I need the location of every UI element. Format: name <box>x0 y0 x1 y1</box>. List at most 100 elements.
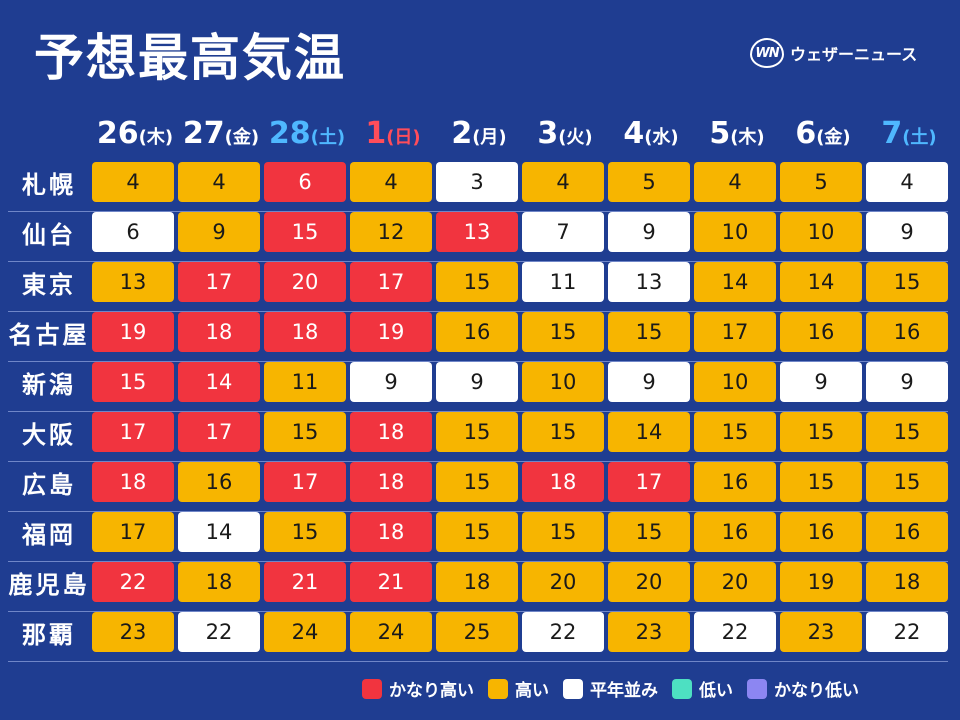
temperature-cell: 18 <box>350 462 432 502</box>
temperature-cell: 13 <box>608 262 690 302</box>
date-header-cell: 27(金) <box>178 116 264 151</box>
city-name: 鹿児島 <box>8 570 90 599</box>
temperature-cell: 23 <box>92 612 174 652</box>
temperature-cell: 15 <box>264 412 346 452</box>
temperature-cell: 18 <box>92 462 174 502</box>
temperature-cell: 15 <box>436 512 518 552</box>
row-divider <box>8 611 948 612</box>
date-weekday: (金) <box>816 127 851 148</box>
row-divider <box>8 361 948 362</box>
temperature-cell: 4 <box>350 162 432 202</box>
temperature-cell: 15 <box>780 412 862 452</box>
temperature-cell: 23 <box>608 612 690 652</box>
temperature-cell: 15 <box>694 412 776 452</box>
city-name: 東京 <box>22 270 76 299</box>
date-day: 1 <box>365 116 387 151</box>
temperature-cell: 16 <box>866 512 948 552</box>
table-row: 那覇 23 22 24 24 25 22 23 22 23 22 <box>8 610 948 662</box>
legend: かなり高い 高い 平年並み 低い かなり低い <box>362 676 859 701</box>
temperature-cell: 15 <box>866 262 948 302</box>
temperature-cell: 22 <box>92 562 174 602</box>
temperature-cell: 20 <box>264 262 346 302</box>
temperature-cell: 6 <box>92 212 174 252</box>
date-header-cell: 4(水) <box>608 116 694 151</box>
date-header-cell: 26(木) <box>92 116 178 151</box>
table-row: 仙台 6 9 15 12 13 7 9 10 10 9 <box>8 210 948 262</box>
temperature-cell: 22 <box>694 612 776 652</box>
temperature-cell: 9 <box>866 362 948 402</box>
legend-item: 平年並み <box>563 676 658 701</box>
page-title: 予想最高気温 <box>34 29 346 87</box>
temperature-cell: 22 <box>178 612 260 652</box>
temperature-cell: 12 <box>350 212 432 252</box>
city-name: 那覇 <box>22 620 76 649</box>
temperature-cell: 9 <box>608 362 690 402</box>
temperature-cell: 10 <box>694 212 776 252</box>
date-header-cell: 2(月) <box>436 116 522 151</box>
row-divider <box>8 211 948 212</box>
city-name: 大阪 <box>22 420 76 449</box>
temperature-cell: 4 <box>694 162 776 202</box>
temperature-cell: 10 <box>522 362 604 402</box>
city-name: 札幌 <box>22 170 76 199</box>
temperature-cell: 15 <box>608 312 690 352</box>
temperature-cell: 18 <box>866 562 948 602</box>
table-row: 名古屋 19 18 18 19 16 15 15 17 16 16 <box>8 310 948 362</box>
legend-label: 高い <box>515 681 549 701</box>
temperature-cell: 15 <box>522 512 604 552</box>
temperature-cell: 15 <box>608 512 690 552</box>
legend-swatch <box>362 678 382 699</box>
temperature-cell: 19 <box>92 312 174 352</box>
legend-item: 高い <box>488 676 549 701</box>
temperature-cell: 17 <box>350 262 432 302</box>
legend-label: 低い <box>699 681 733 701</box>
temperature-cell: 24 <box>350 612 432 652</box>
weathernews-logo-icon: WN <box>750 38 784 68</box>
temperature-cell: 16 <box>694 462 776 502</box>
temperature-cell: 11 <box>522 262 604 302</box>
legend-label: かなり低い <box>774 681 859 701</box>
temperature-cell: 17 <box>178 412 260 452</box>
temperature-cell: 6 <box>264 162 346 202</box>
brand-name: ウェザーニュース <box>790 45 918 64</box>
table-row: 福岡 17 14 15 18 15 15 15 16 16 16 <box>8 510 948 562</box>
row-divider <box>8 661 948 662</box>
temperature-cell: 16 <box>780 512 862 552</box>
temperature-cell: 9 <box>608 212 690 252</box>
temperature-cell: 17 <box>264 462 346 502</box>
temperature-cell: 15 <box>436 412 518 452</box>
date-day: 3 <box>537 116 559 151</box>
temperature-cell: 19 <box>350 312 432 352</box>
temperature-cell: 16 <box>178 462 260 502</box>
temperature-cell: 15 <box>522 312 604 352</box>
temperature-cell: 20 <box>694 562 776 602</box>
date-weekday: (火) <box>558 127 593 148</box>
temperature-cell: 16 <box>866 312 948 352</box>
date-header-cell: 28(土) <box>264 116 350 151</box>
temperature-cell: 16 <box>780 312 862 352</box>
table-row: 広島 18 16 17 18 15 18 17 16 15 15 <box>8 460 948 512</box>
city-name: 新潟 <box>22 370 76 399</box>
temperature-cell: 21 <box>350 562 432 602</box>
legend-swatch <box>672 678 692 699</box>
temperature-cell: 18 <box>350 412 432 452</box>
date-day: 6 <box>795 116 817 151</box>
temperature-cell: 9 <box>866 212 948 252</box>
temperature-cell: 15 <box>866 462 948 502</box>
temperature-cell: 4 <box>866 162 948 202</box>
date-header-cell: 5(木) <box>694 116 780 151</box>
date-header-cell: 3(火) <box>522 116 608 151</box>
legend-item: 低い <box>672 676 733 701</box>
temperature-cell: 14 <box>178 362 260 402</box>
date-header-cell: 7(土) <box>866 116 952 151</box>
temperature-cell: 17 <box>608 462 690 502</box>
temperature-cell: 15 <box>436 462 518 502</box>
date-weekday: (水) <box>644 127 679 148</box>
temperature-cell: 18 <box>178 562 260 602</box>
temperature-cell: 15 <box>866 412 948 452</box>
date-day: 5 <box>709 116 731 151</box>
temperature-cell: 15 <box>522 412 604 452</box>
table-row: 大阪 17 17 15 18 15 15 14 15 15 15 <box>8 410 948 462</box>
temperature-cell: 15 <box>264 212 346 252</box>
table-row: 鹿児島 22 18 21 21 18 20 20 20 19 18 <box>8 560 948 612</box>
